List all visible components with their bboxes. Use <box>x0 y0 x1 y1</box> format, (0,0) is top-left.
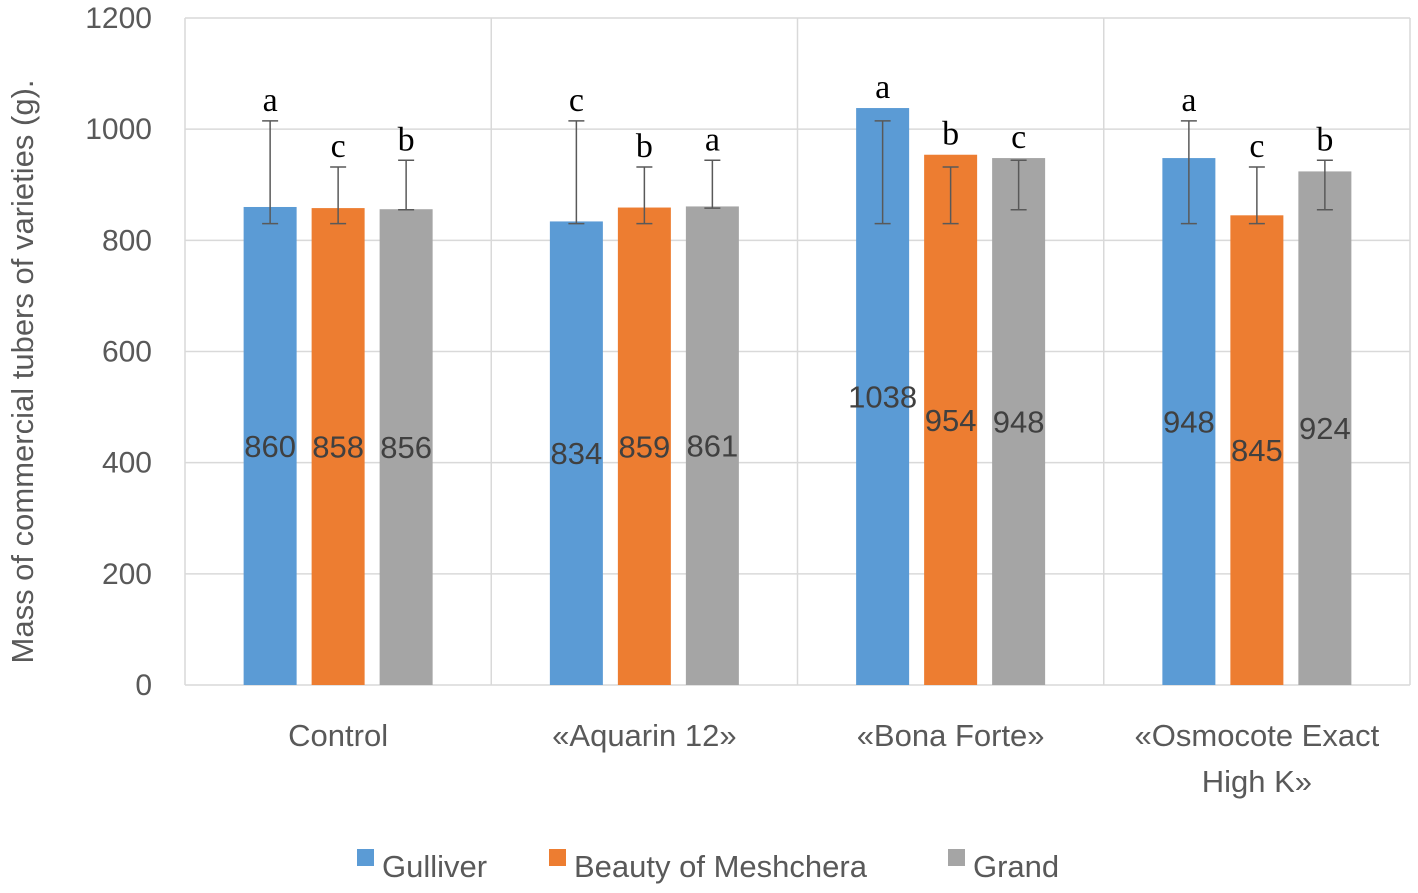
significance-letter: b <box>1316 121 1333 158</box>
y-tick-label: 200 <box>102 558 152 591</box>
data-label: 856 <box>380 430 432 465</box>
bar <box>685 206 739 686</box>
data-label: 845 <box>1231 433 1283 468</box>
significance-letter: b <box>636 128 653 165</box>
bar <box>379 209 433 685</box>
significance-letter: c <box>331 128 346 165</box>
data-label: 861 <box>687 429 739 464</box>
data-label: 859 <box>619 429 671 464</box>
bar <box>243 206 297 685</box>
data-label: 954 <box>925 403 977 438</box>
y-tick-label: 1000 <box>85 113 152 146</box>
significance-letter: a <box>705 121 720 158</box>
significance-letter: c <box>1249 128 1264 165</box>
significance-letter: b <box>398 121 415 158</box>
significance-letter: a <box>1181 82 1196 119</box>
data-label: 948 <box>1163 405 1215 440</box>
y-axis-label: Mass of commercial tubers of varieties (… <box>5 79 40 663</box>
data-label: 924 <box>1299 411 1351 446</box>
x-tick-label: Control <box>288 718 388 753</box>
legend-label: Grand <box>973 849 1059 884</box>
bar <box>924 154 978 686</box>
bar <box>1298 171 1352 685</box>
bar <box>1162 158 1216 685</box>
bar <box>549 221 603 685</box>
y-tick-label: 0 <box>135 669 152 702</box>
bar <box>311 208 365 685</box>
bar <box>992 158 1046 685</box>
data-label: 1038 <box>848 380 917 415</box>
data-label: 858 <box>312 430 364 465</box>
data-label: 860 <box>244 429 296 464</box>
legend-swatch <box>357 849 374 866</box>
x-tick-label: «Osmocote Exact <box>1135 718 1380 753</box>
legend-label: Gulliver <box>382 849 487 884</box>
legend-swatch <box>549 849 566 866</box>
significance-letter: c <box>1011 119 1026 156</box>
significance-letter: c <box>569 82 584 119</box>
y-tick-label: 1200 <box>85 2 152 35</box>
significance-letter: a <box>875 69 890 106</box>
legend-swatch <box>948 849 965 866</box>
x-tick-label: High K» <box>1202 764 1312 799</box>
x-tick-label: «Bona Forte» <box>857 718 1045 753</box>
y-tick-label: 400 <box>102 447 152 480</box>
y-tick-label: 800 <box>102 224 152 257</box>
y-tick-label: 600 <box>102 336 152 369</box>
data-label: 948 <box>993 405 1045 440</box>
data-label: 834 <box>551 436 603 471</box>
bar <box>617 207 671 685</box>
significance-letter: a <box>263 82 278 119</box>
significance-letter: b <box>942 116 959 153</box>
legend-label: Beauty of Meshchera <box>574 849 868 884</box>
x-tick-label: «Aquarin 12» <box>552 718 736 753</box>
bar <box>1230 215 1284 685</box>
